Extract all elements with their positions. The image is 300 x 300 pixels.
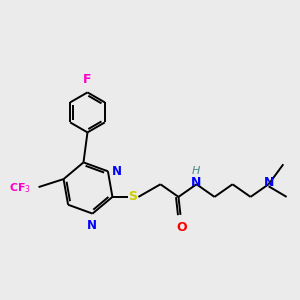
Text: S: S [128,190,137,203]
Text: F: F [83,74,92,86]
Text: H: H [191,166,200,176]
Text: N: N [112,165,122,178]
Text: N: N [263,176,274,189]
Text: N: N [86,219,97,232]
Text: N: N [191,176,202,189]
Text: O: O [176,221,187,234]
Text: CF$_3$: CF$_3$ [9,181,32,195]
